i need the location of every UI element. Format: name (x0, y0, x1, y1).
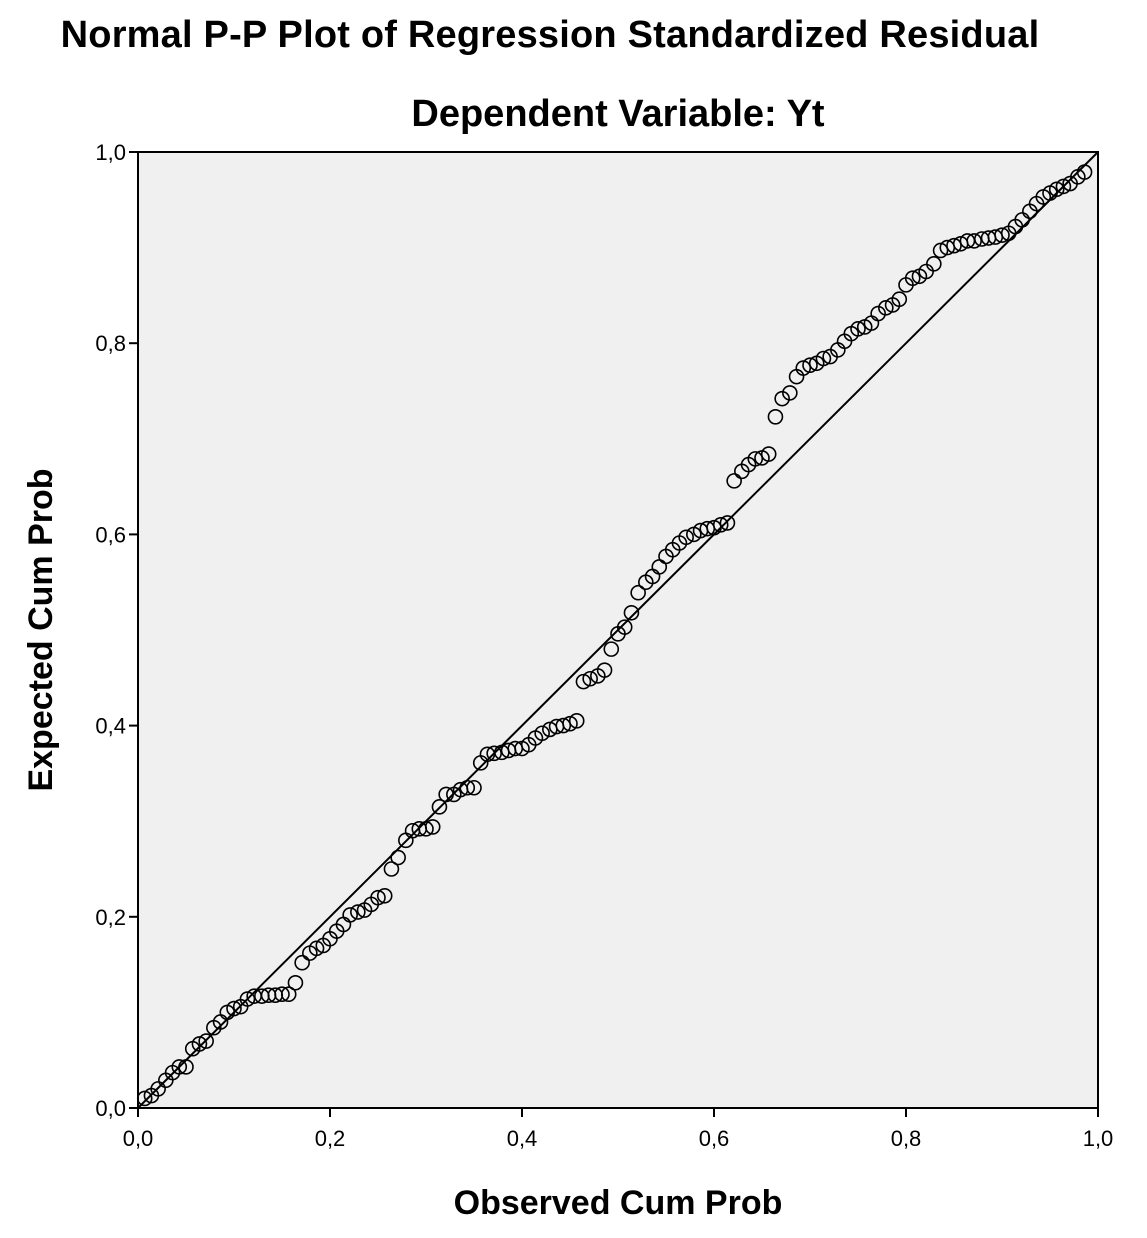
data-point-30 (342, 907, 358, 923)
data-point-118 (946, 237, 962, 254)
data-point-65 (582, 670, 598, 687)
x-tick-label: 1,0 (1083, 1126, 1114, 1151)
data-point-22 (287, 974, 304, 991)
x-tick-label: 0,4 (507, 1126, 538, 1151)
data-point-125 (994, 227, 1010, 243)
data-point-116 (932, 242, 949, 259)
chart-title: Normal P-P Plot of Regression Standardiz… (60, 14, 1040, 56)
data-point-15 (239, 991, 256, 1007)
x-tick-label: 0,6 (699, 1126, 730, 1151)
data-point-5 (171, 1059, 188, 1075)
data-point-110 (891, 291, 908, 308)
x-axis-title: Observed Cum Prob (454, 1184, 783, 1222)
data-point-71 (623, 604, 640, 621)
data-point-51 (486, 745, 502, 762)
y-tick-label: 0,4 (95, 714, 126, 739)
data-point-68 (603, 641, 620, 657)
data-point-134 (1055, 178, 1072, 195)
data-point-31 (350, 904, 366, 920)
data-point-128 (1014, 212, 1030, 228)
data-point-9 (198, 1033, 214, 1049)
y-axis: 0,0 0,2 0,4 0,6 0,8 1,0 (95, 140, 138, 1121)
data-point-64 (575, 673, 592, 690)
data-point-104 (850, 321, 866, 337)
y-tick-label: 0,2 (95, 905, 126, 930)
data-point-6 (178, 1059, 194, 1075)
data-point-0 (136, 1090, 153, 1107)
data-point-92 (767, 409, 784, 425)
data-point-99 (815, 350, 832, 367)
data-point-89 (747, 451, 764, 467)
data-point-34 (370, 889, 386, 906)
data-point-70 (616, 619, 633, 635)
data-point-8 (191, 1036, 208, 1052)
data-point-83 (706, 519, 722, 536)
data-point-84 (712, 517, 729, 533)
y-tick-label: 1,0 (95, 140, 126, 165)
data-point-61 (555, 717, 572, 734)
x-tick-label: 0,0 (123, 1126, 154, 1151)
data-point-112 (904, 270, 921, 286)
data-point-36 (383, 861, 400, 877)
data-point-86 (726, 473, 742, 489)
y-axis-title: Expected Cum Prob (22, 468, 60, 791)
data-point-85 (719, 515, 736, 531)
x-axis: 0,0 0,2 0,4 0,6 0,8 1,0 (123, 1108, 1114, 1151)
data-point-44 (438, 786, 454, 803)
data-point-91 (760, 446, 777, 462)
y-tick-label: 0,8 (95, 331, 126, 356)
data-point-133 (1048, 181, 1065, 198)
data-point-48 (466, 779, 482, 796)
data-point-115 (926, 256, 942, 272)
data-point-47 (459, 779, 476, 796)
data-point-23 (294, 954, 310, 971)
data-point-37 (390, 849, 406, 866)
x-tick-label: 0,8 (891, 1126, 922, 1151)
data-point-62 (562, 715, 578, 732)
data-point-94 (782, 385, 798, 401)
data-point-21 (280, 986, 297, 1003)
y-tick-label: 0,6 (95, 522, 126, 547)
data-point-137 (1076, 164, 1093, 180)
data-point-42 (424, 819, 441, 835)
points-layer (136, 164, 1093, 1107)
x-tick-label: 0,2 (315, 1126, 346, 1151)
data-point-43 (431, 799, 448, 815)
data-point-13 (226, 1000, 242, 1017)
data-point-96 (795, 360, 812, 376)
data-point-41 (418, 821, 434, 837)
data-point-97 (802, 357, 818, 373)
data-point-121 (966, 233, 982, 249)
data-point-67 (596, 662, 613, 678)
data-point-79 (678, 529, 694, 546)
data-point-72 (630, 584, 646, 601)
data-point-58 (534, 725, 550, 742)
data-point-2 (150, 1081, 166, 1097)
chart-subtitle: Dependent Variable: Yt (411, 93, 825, 135)
data-point-108 (878, 300, 894, 316)
data-point-63 (568, 713, 585, 729)
y-tick-label: 0,0 (95, 1096, 126, 1121)
data-point-20 (274, 986, 290, 1003)
data-point-35 (376, 887, 393, 904)
data-point-25 (308, 940, 325, 957)
